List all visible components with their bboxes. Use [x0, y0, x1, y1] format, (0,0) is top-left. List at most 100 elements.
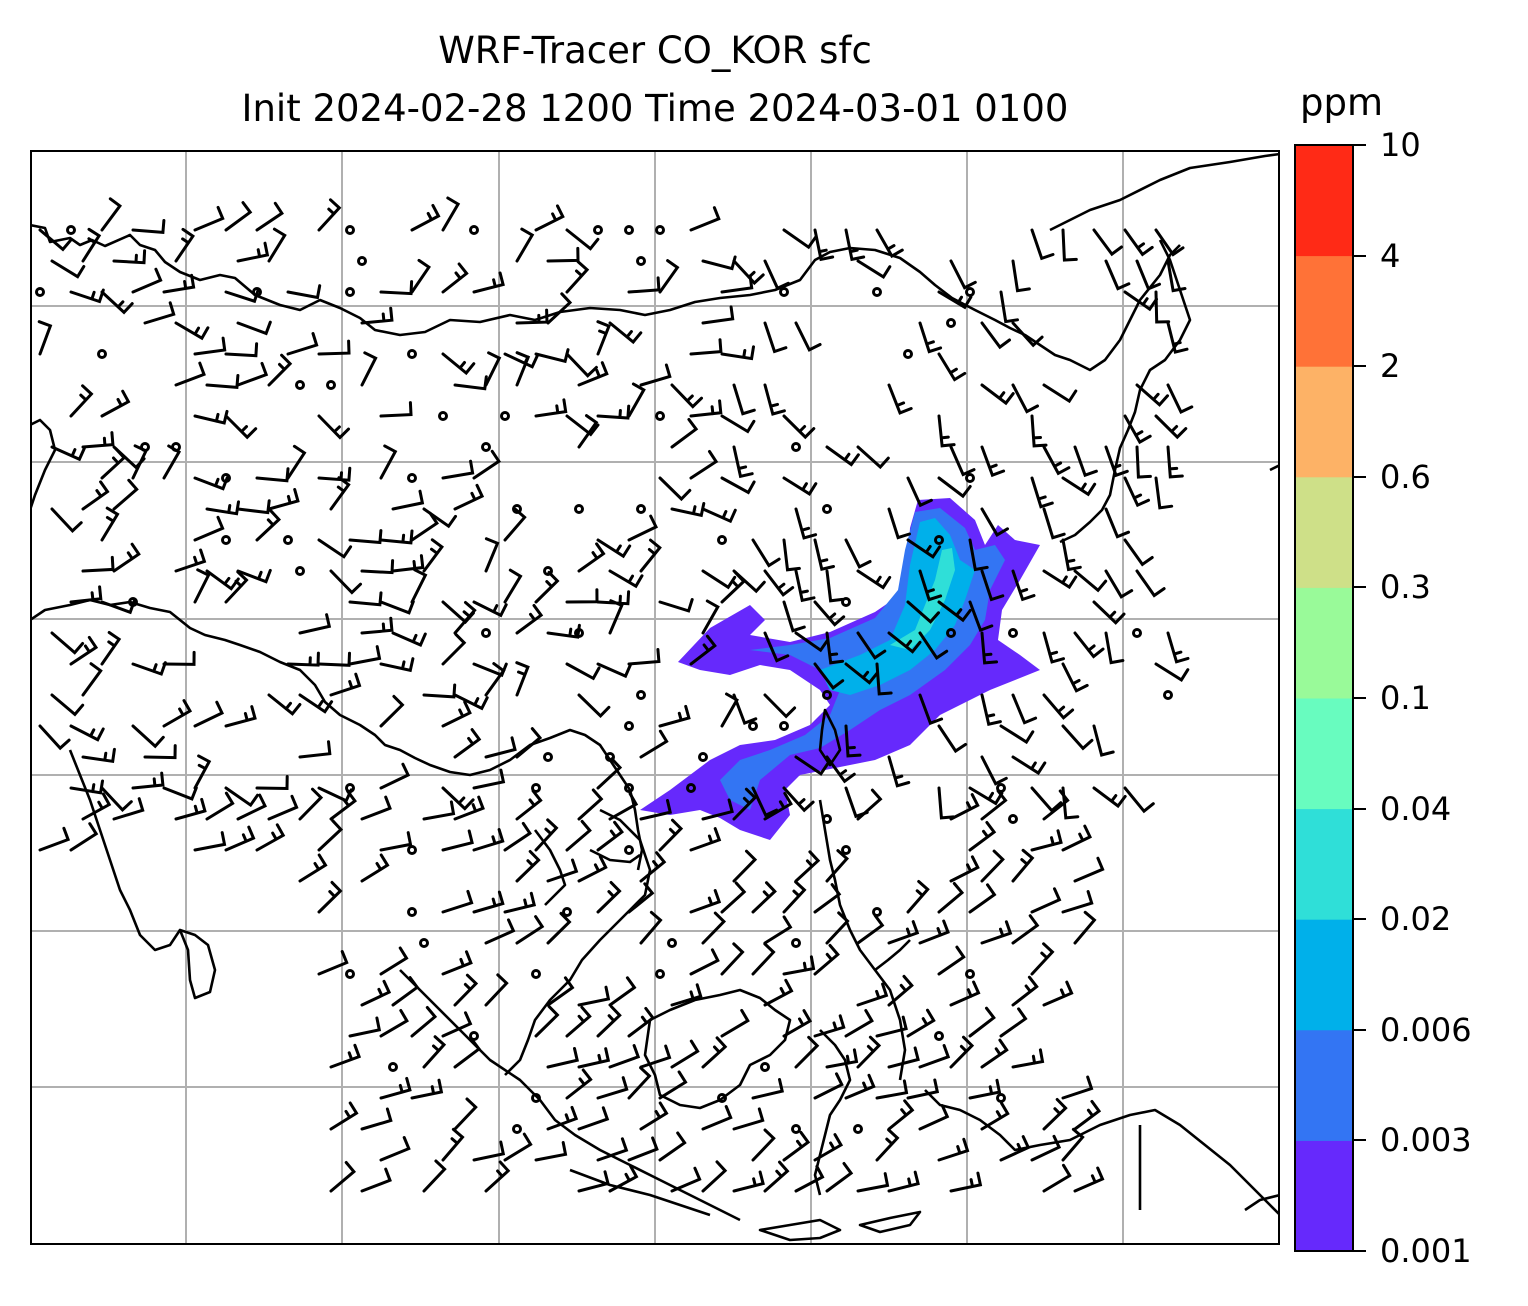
wind-barb	[844, 538, 872, 569]
wind-barb	[949, 445, 976, 477]
wind-barb	[286, 651, 320, 667]
wind-barb	[825, 755, 856, 784]
wind-barb	[577, 361, 609, 387]
wind-barb	[639, 363, 672, 387]
wind-barb	[379, 401, 413, 418]
wind-barb	[100, 447, 127, 480]
wind-barb	[720, 274, 754, 294]
calm-marker	[872, 907, 882, 917]
wind-barb	[286, 444, 307, 480]
calm-marker	[779, 721, 789, 731]
wind-barb	[255, 467, 290, 483]
wind-barb	[813, 228, 835, 262]
calm-marker	[574, 628, 584, 638]
colorbar-tick-label: 2	[1380, 347, 1401, 386]
wind-barb	[131, 724, 165, 749]
wind-barb	[329, 1161, 357, 1193]
wind-barb	[453, 601, 477, 635]
wind-barb	[596, 881, 622, 914]
wind-barb	[503, 1132, 533, 1162]
calm-marker	[748, 721, 758, 731]
calm-marker	[531, 783, 541, 793]
calm-marker	[624, 845, 634, 855]
wind-barb	[360, 1167, 392, 1193]
wind-barb	[937, 414, 956, 448]
wind-barb	[689, 634, 717, 666]
wind-barb	[484, 662, 506, 697]
calm-marker	[946, 628, 956, 638]
wind-barb	[348, 645, 382, 666]
wind-barb	[1011, 693, 1038, 725]
wind-barb	[980, 507, 1009, 537]
wind-barb	[782, 1131, 811, 1162]
wind-barb	[224, 705, 257, 728]
wind-barb	[1166, 445, 1184, 479]
wind-barb	[422, 538, 445, 573]
calm-marker	[1008, 628, 1018, 638]
wind-barb	[670, 1039, 700, 1069]
wind-barb	[763, 259, 790, 291]
wind-barb	[503, 891, 537, 914]
wind-barb	[577, 1106, 610, 1131]
wind-barb	[100, 631, 122, 666]
wind-barb	[224, 342, 259, 358]
colorbar-tick-label: 0.04	[1380, 789, 1452, 828]
wind-barb	[918, 919, 950, 945]
wind-barb	[949, 855, 980, 883]
wind-barb	[689, 399, 723, 418]
calm-marker	[543, 752, 553, 762]
wind-barb	[608, 976, 637, 1007]
wind-barb	[1030, 829, 1063, 852]
wind-barb	[69, 822, 99, 852]
colorbar-tick-label: 0.003	[1380, 1121, 1472, 1160]
colorbar-tick-label: 0.006	[1380, 1010, 1472, 1049]
wind-barb	[174, 227, 195, 263]
wind-barb	[69, 724, 105, 742]
wind-barb	[627, 382, 646, 418]
wind-barb	[782, 538, 801, 572]
wind-barb	[534, 348, 570, 364]
calm-marker	[66, 225, 76, 235]
wind-barb	[701, 798, 734, 821]
wind-barb	[875, 228, 904, 259]
wind-barb	[565, 228, 600, 251]
wind-barb	[534, 398, 568, 418]
wind-barb	[763, 791, 793, 821]
calm-marker	[853, 1124, 863, 1134]
wind-barb	[348, 591, 383, 607]
wind-barb	[379, 600, 415, 615]
wind-barb	[360, 616, 394, 635]
wind-barb	[596, 1076, 629, 1100]
wind-barb	[565, 1005, 592, 1038]
map-title-line-2: Init 2024-02-28 1200 Time 2024-03-01 010…	[241, 87, 1069, 130]
wind-barb	[1011, 1048, 1045, 1069]
wind-barb	[1030, 476, 1054, 509]
wind-barb	[732, 1107, 765, 1131]
wind-barb	[193, 409, 229, 425]
wind-barb	[1042, 693, 1075, 720]
wind-barb	[720, 942, 745, 976]
wind-barb	[1166, 631, 1190, 664]
wind-barb	[701, 1105, 733, 1131]
wind-barb	[236, 320, 272, 336]
wind-barb	[224, 414, 258, 440]
wind-barb	[360, 979, 392, 1007]
calm-marker	[221, 473, 231, 483]
wind-barb	[844, 1009, 874, 1038]
wind-barb	[410, 511, 439, 542]
wind-barb	[782, 955, 816, 976]
wind-barb	[379, 694, 405, 728]
calm-marker	[965, 473, 975, 483]
wind-barb	[968, 538, 989, 572]
calm-marker	[996, 783, 1006, 793]
wind-barb	[689, 889, 722, 914]
wind-barb	[236, 793, 268, 821]
wind-barb	[1104, 569, 1134, 599]
wind-barb	[825, 569, 844, 603]
wind-barb	[112, 478, 139, 511]
wind-barb	[441, 196, 461, 232]
wind-barb	[751, 942, 776, 976]
wind-barb	[131, 661, 167, 676]
wind-barb	[782, 476, 818, 496]
wind-barb	[763, 631, 790, 663]
